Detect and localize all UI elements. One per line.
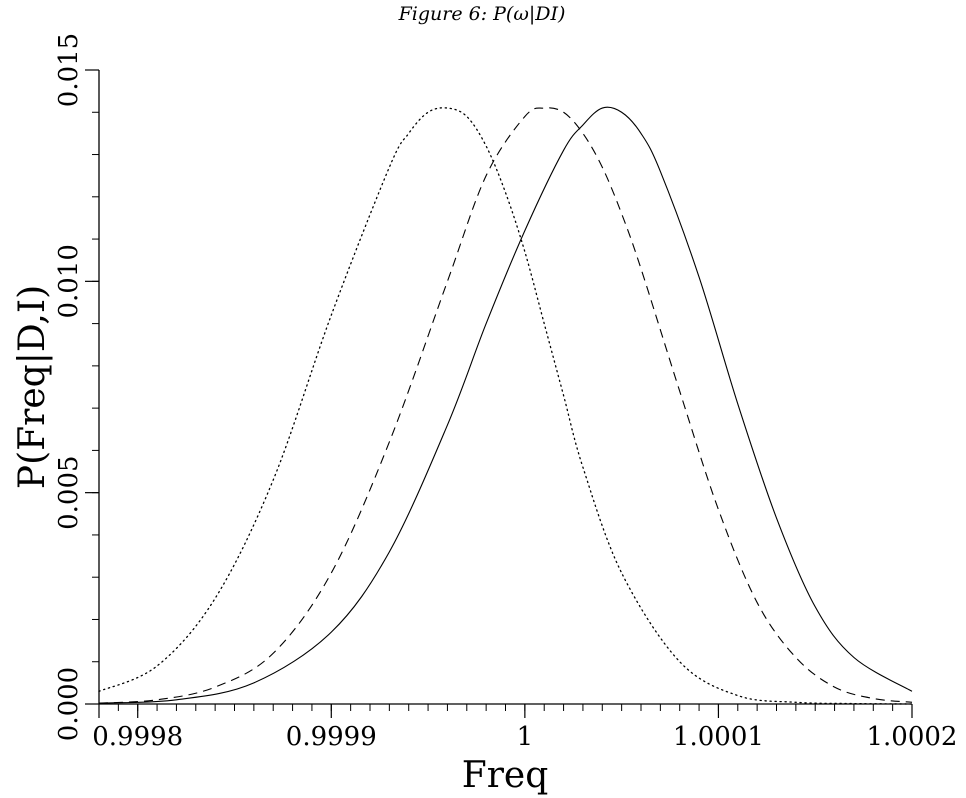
x-axis-tick-labels: 0.9998 0.9999 1 1.0001 1.0002: [92, 722, 957, 752]
series-solid-line: [98, 106, 913, 704]
series-dashed-line: [98, 107, 913, 704]
y-tick-label: 0.005: [54, 455, 84, 529]
y-tick-label: 0.010: [54, 244, 84, 318]
y-axis-tick-labels: 0.000 0.005 0.010 0.015: [54, 33, 84, 741]
plot-area: [98, 106, 913, 705]
y-tick-label: 0.000: [54, 667, 84, 741]
x-tick-label: 1: [517, 722, 534, 752]
x-tick-label: 0.9999: [286, 722, 377, 752]
x-axis-ticks: [98, 704, 913, 718]
x-tick-label: 0.9998: [92, 722, 183, 752]
x-tick-label: 1.0002: [867, 722, 958, 752]
chart-title: Figure 6: P(ω|DI): [398, 3, 566, 25]
y-axis-ticks: [85, 69, 99, 705]
series-dotted-line: [98, 107, 913, 705]
x-axis-title: Freq: [462, 755, 549, 796]
y-tick-label: 0.015: [54, 33, 84, 107]
x-tick-label: 1.0001: [673, 722, 764, 752]
y-axis-title: P(Freq|D,I): [12, 285, 53, 489]
